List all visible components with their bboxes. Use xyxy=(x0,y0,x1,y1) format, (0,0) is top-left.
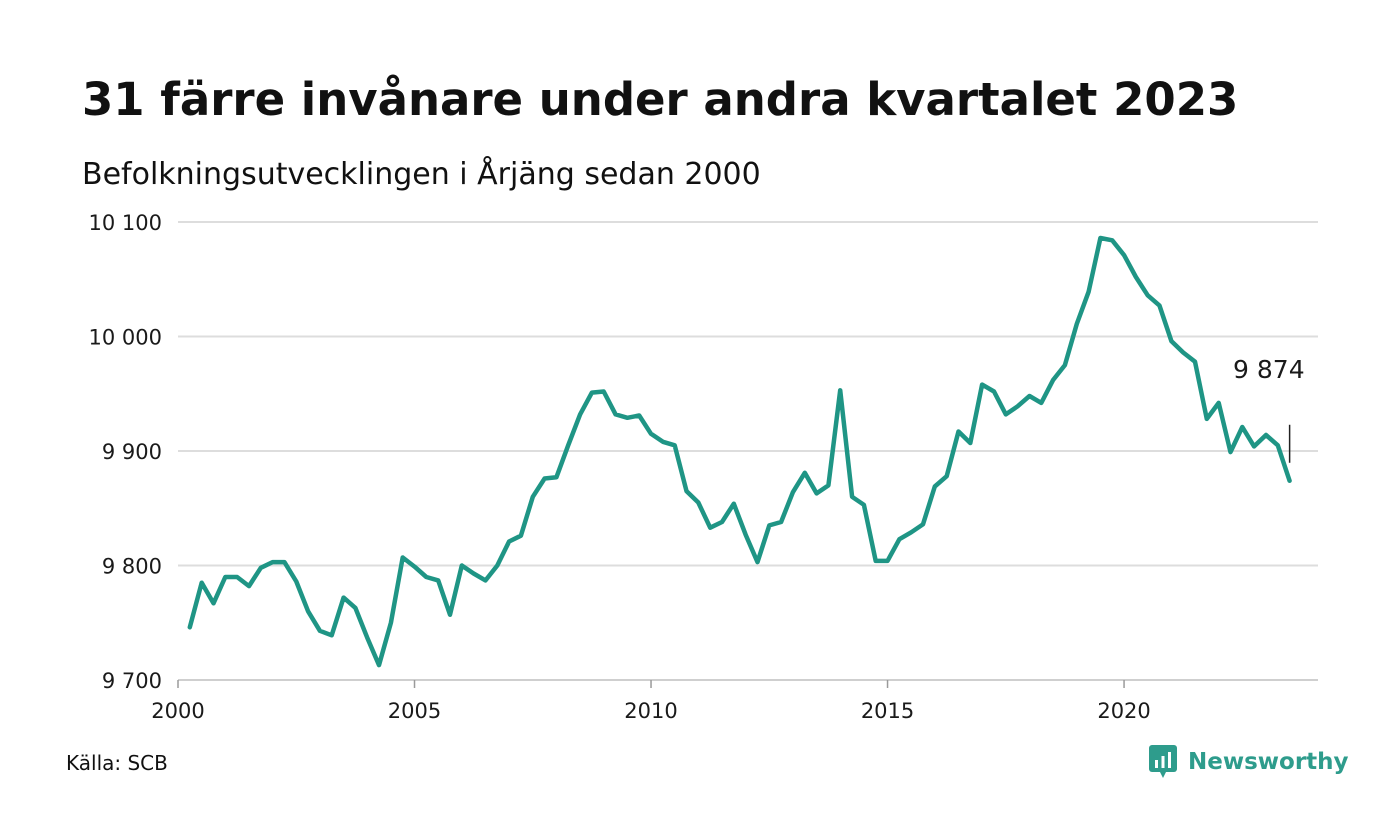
gridlines xyxy=(178,221,1318,681)
y-tick-label: 9 900 xyxy=(102,440,162,464)
series-line xyxy=(187,235,1292,668)
series xyxy=(187,235,1292,668)
x-tick-label: 2010 xyxy=(624,699,677,723)
y-tick-label: 10 100 xyxy=(89,211,162,235)
newsworthy-logo-icon xyxy=(1149,745,1177,778)
source-note: Källa: SCB xyxy=(66,751,168,775)
annotation: 9 874 xyxy=(1233,355,1305,463)
brand-logo[interactable]: Newsworthy xyxy=(1148,744,1349,780)
y-tick-label: 9 700 xyxy=(102,669,162,693)
brand-name: Newsworthy xyxy=(1188,749,1349,775)
last-value-label: 9 874 xyxy=(1233,355,1305,384)
x-tick-label: 2020 xyxy=(1097,699,1150,723)
y-tick-label: 10 000 xyxy=(89,326,162,350)
x-tick-label: 2005 xyxy=(388,699,441,723)
y-axis: 9 700 9 800 9 900 10 000 10 100 xyxy=(89,211,162,693)
x-axis: 2000 2005 2010 2015 2020 xyxy=(151,680,1151,723)
chart-title: 31 färre invånare under andra kvartalet … xyxy=(82,73,1239,126)
y-tick-label: 9 800 xyxy=(102,555,162,579)
chart-subtitle: Befolkningsutvecklingen i Årjäng sedan 2… xyxy=(82,157,761,192)
x-tick-label: 2000 xyxy=(151,699,204,723)
x-tick-label: 2015 xyxy=(861,699,914,723)
